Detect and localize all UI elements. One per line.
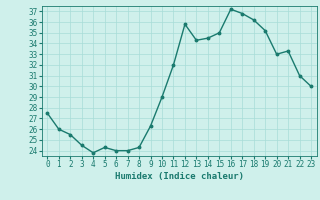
X-axis label: Humidex (Indice chaleur): Humidex (Indice chaleur) — [115, 172, 244, 181]
